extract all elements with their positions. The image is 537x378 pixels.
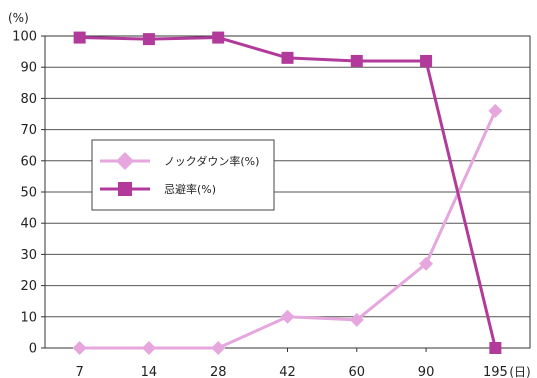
legend-label-knockdown: ノックダウン率(%) xyxy=(164,154,259,168)
square-point xyxy=(212,31,225,44)
diamond-point xyxy=(211,341,226,355)
x-tick-label: 42 xyxy=(279,365,296,378)
x-tick-label: 14 xyxy=(141,365,158,378)
y-tick-label: 20 xyxy=(20,279,37,294)
diamond-point xyxy=(349,312,364,327)
y-tick-label: 30 xyxy=(20,248,37,263)
y-tick-label: 80 xyxy=(20,92,37,107)
y-tick-label: 70 xyxy=(20,123,37,138)
legend-box xyxy=(91,139,275,211)
y-tick-label: 40 xyxy=(20,217,37,232)
x-axis-ticks: 7 14 28 42 60 90 195 xyxy=(76,348,508,378)
series-1 xyxy=(73,31,502,354)
y-axis-ticks: 0 10 20 30 40 50 60 70 80 90 100 xyxy=(12,30,45,357)
x-tick-label: 60 xyxy=(349,365,366,378)
legend-diamond-marker-icon xyxy=(116,152,134,170)
square-point xyxy=(142,33,155,46)
series-0 xyxy=(72,103,503,355)
x-axis-unit-label: (日) xyxy=(509,365,530,378)
y-tick-label: 50 xyxy=(20,186,37,201)
square-point xyxy=(420,54,433,67)
square-point xyxy=(489,342,502,354)
y-tick-label: 0 xyxy=(29,342,37,357)
square-point xyxy=(350,54,363,67)
legend-item-repellent: 忌避率(%) xyxy=(100,182,216,196)
legend-item-knockdown: ノックダウン率(%) xyxy=(100,152,259,170)
x-tick-label: 28 xyxy=(210,365,227,378)
legend-square-marker-icon xyxy=(118,182,132,196)
legend-label-repellent: 忌避率(%) xyxy=(164,182,216,196)
diamond-point xyxy=(488,103,503,118)
y-tick-label: 60 xyxy=(20,154,37,169)
legend: ノックダウン率(%) 忌避率(%) xyxy=(91,139,275,211)
y-tick-label: 90 xyxy=(20,61,37,76)
x-tick-label: 195 xyxy=(483,365,508,378)
y-axis-unit-label: (%) xyxy=(8,11,29,25)
y-tick-label: 100 xyxy=(12,30,37,45)
x-tick-label: 7 xyxy=(76,365,84,378)
diamond-point xyxy=(419,256,434,271)
data-series xyxy=(72,31,503,355)
diamond-point xyxy=(141,341,156,355)
square-point xyxy=(281,51,294,64)
square-point xyxy=(73,31,86,44)
diamond-point xyxy=(280,309,295,324)
x-tick-label: 90 xyxy=(418,365,435,378)
y-tick-label: 10 xyxy=(20,310,37,325)
diamond-point xyxy=(72,341,87,355)
